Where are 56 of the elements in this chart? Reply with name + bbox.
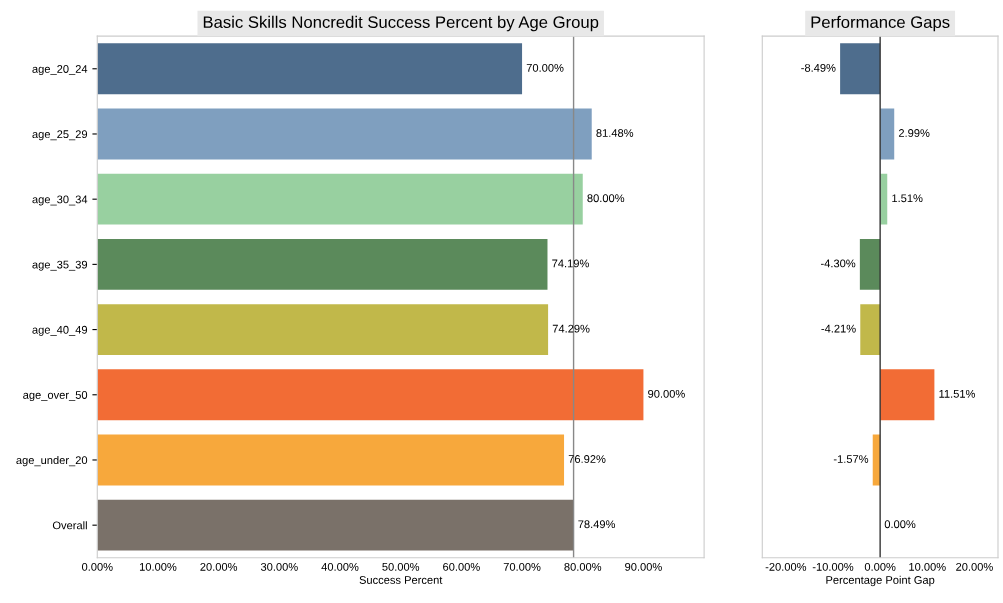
chart-title: Performance Gaps [811, 15, 950, 32]
x-tick-label: 80.00% [564, 562, 602, 571]
data-label: 90.00% [648, 389, 685, 398]
bar [97, 108, 592, 160]
x-tick-label: 30.00% [260, 562, 298, 571]
chart-title: Basic Skills Noncredit Success Percent by Age Group [203, 15, 599, 32]
y-tick-label: age_25_29 [32, 130, 88, 141]
data-label: 1.51% [892, 194, 923, 203]
data-label: 78.49% [578, 520, 616, 529]
bar [97, 173, 583, 225]
x-axis-title: Percentage Point Gap [826, 575, 935, 587]
bar [97, 499, 574, 551]
data-label: 11.51% [939, 389, 976, 398]
bar [880, 369, 935, 421]
bar [860, 304, 881, 355]
bar [880, 108, 895, 160]
x-tick-label: 20.00% [956, 562, 993, 571]
x-tick-label: 0.00% [81, 562, 113, 571]
y-tick-label: age_30_34 [32, 195, 88, 206]
x-tick-label: 40.00% [321, 562, 359, 571]
data-label: 74.29% [552, 324, 590, 333]
data-label: -8.49% [801, 63, 836, 72]
data-label: -1.57% [833, 455, 869, 463]
y-tick-label: age_under_20 [16, 455, 88, 467]
bar [859, 238, 881, 290]
data-label: -4.30% [820, 259, 856, 268]
x-tick-label: 70.00% [503, 562, 541, 571]
x-tick-label: -20.00% [765, 562, 807, 571]
x-tick-label: 50.00% [382, 562, 420, 571]
data-label: 0.00% [884, 520, 916, 529]
bar [97, 434, 565, 486]
y-tick-label: age_40_49 [32, 325, 88, 336]
data-label: 80.00% [587, 194, 625, 203]
x-tick-label: 60.00% [443, 562, 480, 571]
x-tick-label: 0.00% [864, 562, 896, 571]
data-label: 74.19% [552, 259, 589, 268]
x-axis-title: Success Percent [359, 576, 443, 584]
y-tick-label: Overall [52, 521, 87, 530]
x-tick-label: 10.00% [139, 562, 177, 571]
x-tick-label: -10.00% [812, 562, 854, 571]
x-tick-label: 10.00% [909, 562, 946, 571]
data-label: 76.92% [568, 455, 606, 463]
bar [97, 304, 549, 355]
data-label: -4.21% [821, 324, 856, 333]
y-tick-label: age_20_24 [32, 65, 88, 76]
x-tick-label: 90.00% [625, 562, 662, 571]
data-label: 70.00% [526, 63, 564, 72]
bar [97, 43, 523, 95]
bar [97, 238, 548, 290]
x-tick-label: 20.00% [200, 562, 238, 571]
data-label: 81.48% [596, 129, 634, 137]
y-tick-label: age_35_39 [32, 260, 88, 271]
bar [97, 369, 644, 421]
bar [840, 43, 881, 95]
y-tick-label: age_over_50 [23, 391, 88, 402]
data-label: 2.99% [898, 129, 930, 137]
